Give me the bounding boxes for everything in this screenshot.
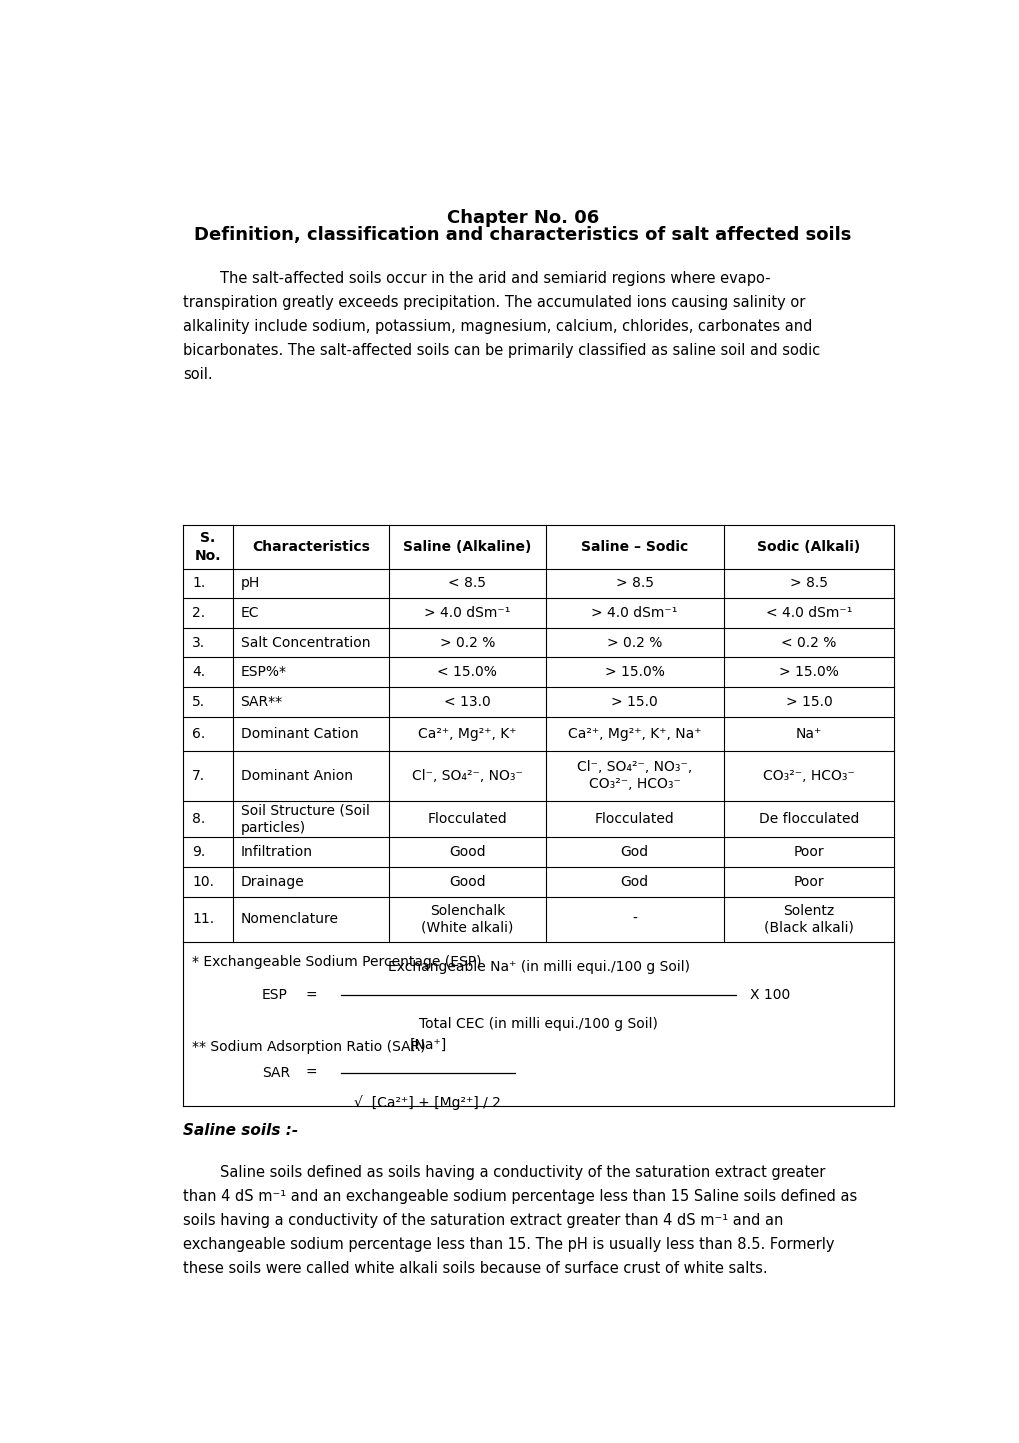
Text: X 100: X 100 bbox=[750, 988, 790, 1003]
Text: pH: pH bbox=[240, 576, 260, 590]
Text: God: God bbox=[620, 874, 648, 889]
Text: 3.: 3. bbox=[193, 635, 205, 649]
Text: √  [Ca²⁺] + [Mg²⁺] / 2: √ [Ca²⁺] + [Mg²⁺] / 2 bbox=[355, 1095, 500, 1110]
Text: Cl⁻, SO₄²⁻, NO₃⁻: Cl⁻, SO₄²⁻, NO₃⁻ bbox=[412, 769, 523, 784]
Text: > 8.5: > 8.5 bbox=[789, 576, 827, 590]
Text: < 13.0: < 13.0 bbox=[443, 696, 490, 709]
Text: Characteristics: Characteristics bbox=[252, 540, 370, 554]
Text: > 15.0: > 15.0 bbox=[785, 696, 832, 709]
Text: < 15.0%: < 15.0% bbox=[437, 665, 497, 680]
Text: SAR: SAR bbox=[262, 1066, 289, 1081]
Text: Dominant Cation: Dominant Cation bbox=[240, 727, 358, 740]
Text: Drainage: Drainage bbox=[240, 874, 304, 889]
Text: SAR**: SAR** bbox=[240, 696, 282, 709]
Text: Flocculated: Flocculated bbox=[594, 812, 674, 825]
Text: < 8.5: < 8.5 bbox=[448, 576, 486, 590]
Text: 1.: 1. bbox=[193, 576, 206, 590]
Text: 4.: 4. bbox=[193, 665, 205, 680]
Text: Solenchalk
(White alkali): Solenchalk (White alkali) bbox=[421, 903, 514, 935]
Text: S.
No.: S. No. bbox=[195, 531, 221, 563]
Text: God: God bbox=[620, 846, 648, 859]
Text: Exchangeable Na⁺ (in milli equi./100 g Soil): Exchangeable Na⁺ (in milli equi./100 g S… bbox=[387, 960, 689, 974]
Text: -: - bbox=[632, 912, 637, 926]
Text: Good: Good bbox=[448, 846, 485, 859]
Text: > 8.5: > 8.5 bbox=[615, 576, 653, 590]
Text: 6.: 6. bbox=[193, 727, 206, 740]
Text: Saline – Sodic: Saline – Sodic bbox=[581, 540, 688, 554]
Text: > 0.2 %: > 0.2 % bbox=[606, 635, 661, 649]
Text: 8.: 8. bbox=[193, 812, 206, 825]
Text: < 0.2 %: < 0.2 % bbox=[781, 635, 836, 649]
Text: CO₃²⁻, HCO₃⁻: CO₃²⁻, HCO₃⁻ bbox=[762, 769, 854, 784]
Text: Saline soils defined as soils having a conductivity of the saturation extract gr: Saline soils defined as soils having a c… bbox=[182, 1166, 856, 1277]
Text: > 4.0 dSm⁻¹: > 4.0 dSm⁻¹ bbox=[424, 606, 511, 620]
Text: ESP: ESP bbox=[262, 988, 287, 1003]
Text: Salt Concentration: Salt Concentration bbox=[240, 635, 370, 649]
Text: Definition, classification and characteristics of salt affected soils: Definition, classification and character… bbox=[194, 227, 851, 244]
Text: Soil Structure (Soil
particles): Soil Structure (Soil particles) bbox=[240, 804, 369, 834]
Text: EC: EC bbox=[240, 606, 259, 620]
Text: =: = bbox=[305, 1066, 317, 1081]
Text: Ca²⁺, Mg²⁺, K⁺, Na⁺: Ca²⁺, Mg²⁺, K⁺, Na⁺ bbox=[568, 727, 701, 740]
Text: Poor: Poor bbox=[793, 846, 823, 859]
Text: 5.: 5. bbox=[193, 696, 205, 709]
Text: > 4.0 dSm⁻¹: > 4.0 dSm⁻¹ bbox=[591, 606, 678, 620]
Text: Good: Good bbox=[448, 874, 485, 889]
Text: Poor: Poor bbox=[793, 874, 823, 889]
Text: Ca²⁺, Mg²⁺, K⁺: Ca²⁺, Mg²⁺, K⁺ bbox=[418, 727, 517, 740]
Text: 10.: 10. bbox=[193, 874, 214, 889]
Text: ** Sodium Adsorption Ratio (SAR): ** Sodium Adsorption Ratio (SAR) bbox=[193, 1040, 426, 1053]
Text: The salt-affected soils occur in the arid and semiarid regions where evapo-
tran: The salt-affected soils occur in the ari… bbox=[182, 271, 819, 382]
Text: Total CEC (in milli equi./100 g Soil): Total CEC (in milli equi./100 g Soil) bbox=[419, 1017, 657, 1032]
Text: Infiltration: Infiltration bbox=[240, 846, 312, 859]
Text: 7.: 7. bbox=[193, 769, 205, 784]
Text: =: = bbox=[305, 988, 317, 1003]
Text: * Exchangeable Sodium Percentage (ESP): * Exchangeable Sodium Percentage (ESP) bbox=[193, 955, 481, 970]
Text: 2.: 2. bbox=[193, 606, 205, 620]
Text: De flocculated: De flocculated bbox=[758, 812, 858, 825]
Text: Saline soils :-: Saline soils :- bbox=[182, 1123, 298, 1139]
Text: ESP%*: ESP%* bbox=[240, 665, 286, 680]
Text: < 4.0 dSm⁻¹: < 4.0 dSm⁻¹ bbox=[765, 606, 851, 620]
Text: Solentz
(Black alkali): Solentz (Black alkali) bbox=[763, 903, 853, 935]
Text: Cl⁻, SO₄²⁻, NO₃⁻,
CO₃²⁻, HCO₃⁻: Cl⁻, SO₄²⁻, NO₃⁻, CO₃²⁻, HCO₃⁻ bbox=[577, 760, 692, 792]
Text: [Na⁺]: [Na⁺] bbox=[409, 1038, 446, 1052]
Text: Dominant Anion: Dominant Anion bbox=[240, 769, 353, 784]
Text: > 15.0%: > 15.0% bbox=[779, 665, 838, 680]
Text: Saline (Alkaline): Saline (Alkaline) bbox=[403, 540, 531, 554]
Text: Sodic (Alkali): Sodic (Alkali) bbox=[756, 540, 860, 554]
Text: 9.: 9. bbox=[193, 846, 206, 859]
Text: > 0.2 %: > 0.2 % bbox=[439, 635, 494, 649]
Text: > 15.0%: > 15.0% bbox=[604, 665, 664, 680]
Text: 11.: 11. bbox=[193, 912, 214, 926]
Text: Nomenclature: Nomenclature bbox=[240, 912, 338, 926]
Text: > 15.0: > 15.0 bbox=[610, 696, 657, 709]
Text: Flocculated: Flocculated bbox=[427, 812, 506, 825]
Text: Chapter No. 06: Chapter No. 06 bbox=[446, 209, 598, 227]
Text: Na⁺: Na⁺ bbox=[795, 727, 821, 740]
